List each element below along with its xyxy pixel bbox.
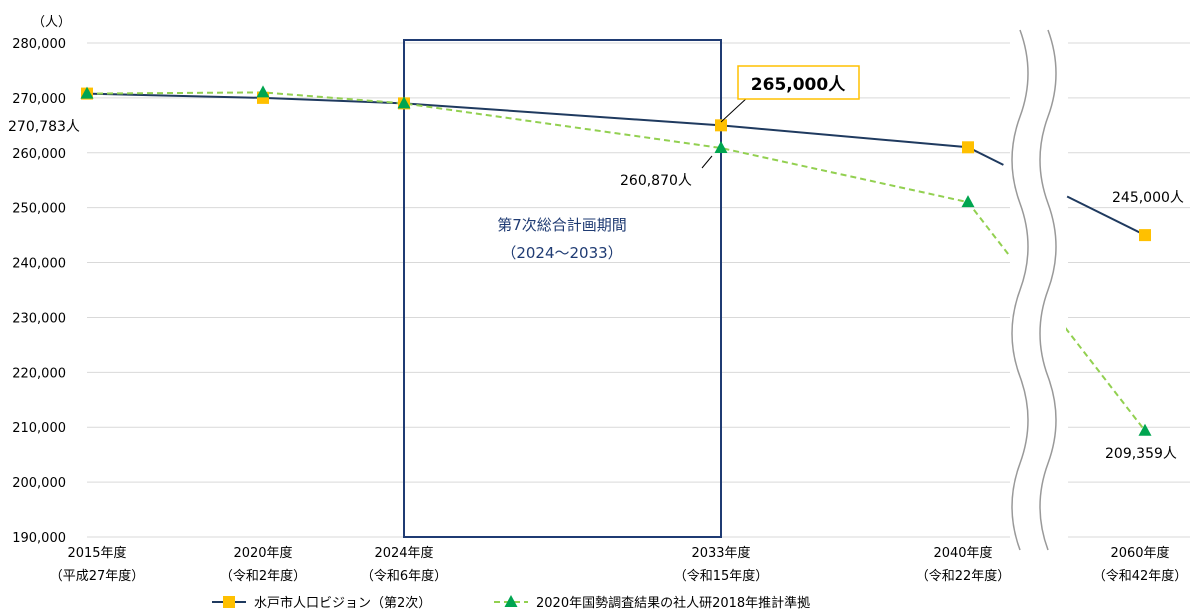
legend-marker-projection [504, 595, 518, 607]
x-label-3: 2033年度 [691, 545, 750, 561]
series-line-vision-after-break [1066, 195, 1146, 237]
marker-projection-4 [961, 195, 975, 208]
y-tick-label: 220,000 [12, 366, 66, 381]
y-tick-label: 250,000 [12, 202, 66, 217]
y-tick-label: 190,000 [12, 531, 66, 546]
y-tick-label: 260,000 [12, 147, 66, 162]
break-wave-right [1039, 29, 1057, 551]
marker-projection-0 [80, 86, 94, 99]
x-label-sub-2: （令和6年度） [361, 568, 447, 584]
x-label-0: 2015年度 [67, 545, 126, 561]
legend-label-projection: 2020年国勢調査結果の社人研2018年推計準拠 [536, 595, 810, 610]
x-label-sub-3: （令和15年度） [674, 568, 769, 584]
legend-label-vision: 水戸市人口ビジョン（第2次） [254, 595, 431, 610]
annotation-start: 270,783人 [8, 119, 80, 135]
callout-leader [720, 96, 749, 123]
y-tick-label: 210,000 [12, 421, 66, 436]
marker-vision-5 [1139, 229, 1151, 242]
series-line-projection [86, 91, 1012, 258]
axis-break [1011, 29, 1066, 551]
x-label-sub-4: （令和22年度） [916, 568, 1011, 584]
series-markers [80, 85, 1152, 436]
x-label-sub-5: （令和42年度） [1093, 568, 1188, 584]
series-line-projection-after-break [1064, 327, 1146, 432]
annotation-leader-2033 [701, 155, 713, 169]
x-label-5: 2060年度 [1110, 545, 1169, 561]
annotation-proj-2060: 209,359人 [1105, 446, 1177, 462]
gridlines [87, 42, 1190, 538]
y-axis-ticks: 280,000 270,000 260,000 250,000 240,000 230,0… [12, 37, 66, 546]
marker-vision-3 [715, 119, 727, 132]
x-label-2: 2024年度 [374, 545, 433, 561]
period-title: 第7次総合計画期間 [497, 216, 627, 234]
annotation-target-2060: 245,000人 [1112, 190, 1184, 206]
period-rect [403, 39, 722, 538]
break-wave-left [1011, 29, 1029, 551]
legend-marker-vision [223, 596, 235, 608]
y-tick-label: 240,000 [12, 257, 66, 272]
break-gap [1012, 30, 1066, 550]
x-label-sub-0: （平成27年度） [50, 568, 145, 584]
marker-projection-1 [256, 85, 270, 98]
period-range: （2024～2033） [501, 244, 622, 262]
callout-box [737, 65, 860, 100]
marker-projection-3 [714, 141, 728, 154]
y-tick-label: 200,000 [12, 476, 66, 491]
x-label-sub-1: （令和2年度） [220, 568, 306, 584]
y-tick-label: 270,000 [12, 92, 66, 107]
marker-projection-2 [397, 96, 411, 109]
x-label-1: 2020年度 [233, 545, 292, 561]
series-line-vision [86, 92, 1004, 166]
y-tick-label: 280,000 [12, 37, 66, 52]
marker-projection-5 [1138, 423, 1152, 436]
x-label-4: 2040年度 [933, 545, 992, 561]
legend: 水戸市人口ビジョン（第2次） 2020年国勢調査結果の社人研2018年推計準拠 [212, 595, 810, 610]
marker-vision-4 [962, 141, 974, 154]
data-annotations: 270,783人 265,000人 260,870人 245,000人 209,359人 [8, 65, 1184, 462]
annotation-target-2033: 265,000人 [751, 75, 846, 95]
annotation-proj-2033: 260,870人 [620, 173, 692, 189]
y-axis-unit-label: （人） [32, 15, 71, 30]
period-box: 第7次総合計画期間 （2024～2033） [403, 39, 722, 538]
y-tick-label: 230,000 [12, 311, 66, 326]
x-axis-labels: 2015年度 （平成27年度） 2020年度 （令和2年度） 2024年度 （令和6年度）… [50, 545, 1188, 584]
